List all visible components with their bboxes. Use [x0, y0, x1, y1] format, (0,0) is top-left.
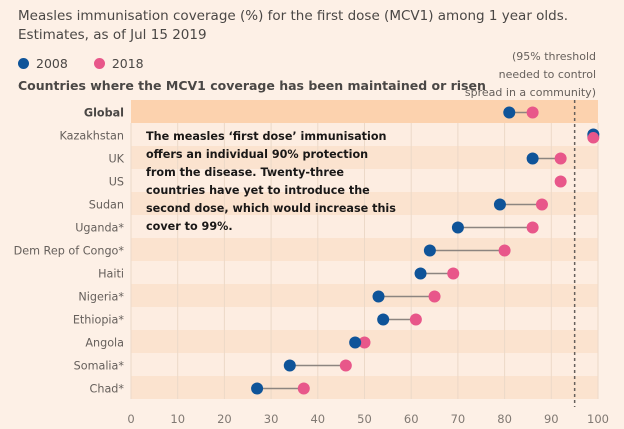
point-2018 [428, 290, 441, 303]
threshold-note-line: (95% threshold [511, 50, 596, 63]
x-tick-label: 100 [587, 412, 609, 426]
x-tick-label: 20 [217, 412, 232, 426]
legend-label-2018: 2018 [111, 56, 144, 71]
x-tick-label: 80 [497, 412, 512, 426]
legend: 2008 2018 [18, 56, 144, 71]
point-2018 [358, 336, 371, 349]
x-tick-label: 30 [264, 412, 279, 426]
title-line-1: Measles immunisation coverage (%) for th… [18, 8, 569, 24]
y-category-label: Ethiopia* [73, 314, 125, 327]
x-tick-label: 10 [170, 412, 185, 426]
point-2008 [251, 382, 264, 395]
point-2018 [554, 175, 567, 188]
x-tick-label: 90 [544, 412, 559, 426]
point-2008 [526, 152, 539, 165]
x-tick-label: 0 [127, 412, 134, 426]
y-category-label: Dem Rep of Congo* [14, 245, 125, 258]
chart-title: Measles immunisation coverage (%) for th… [18, 7, 568, 45]
point-2018 [297, 382, 310, 395]
x-tick-label: 70 [451, 412, 466, 426]
point-2008 [493, 198, 506, 211]
point-2008 [283, 359, 296, 372]
y-category-label: Sudan [89, 199, 124, 212]
y-category-label: Chad* [90, 383, 125, 396]
point-2018 [535, 198, 548, 211]
y-category-label: UK [108, 153, 124, 166]
title-line-2: Estimates, as of Jul 15 2019 [18, 27, 207, 43]
y-category-label: Somalia* [74, 360, 125, 373]
point-2008 [414, 267, 427, 280]
y-category-label: Haiti [98, 268, 124, 281]
point-2018 [587, 132, 599, 143]
y-category-label: Uganda* [75, 222, 124, 235]
legend-dot-2018-icon [93, 58, 105, 69]
x-tick-label: 60 [404, 412, 419, 426]
y-category-label: Angola [85, 337, 124, 350]
chart-subhead: Countries where the MCV1 coverage has be… [18, 78, 486, 93]
point-2018 [526, 221, 539, 234]
point-2008 [503, 106, 516, 119]
y-category-label: Global [84, 107, 124, 120]
point-2008 [349, 336, 362, 349]
point-2008 [372, 290, 385, 303]
point-2018 [526, 106, 539, 119]
point-2018 [339, 359, 352, 372]
y-category-label: Nigeria* [78, 291, 124, 304]
point-2018 [447, 267, 460, 280]
legend-dot-2008-icon [18, 58, 29, 69]
y-category-label: Kazakhstan [60, 130, 124, 143]
legend-item-2018: 2018 [93, 56, 144, 71]
annotation-text: The measles ‘first dose’ immunisation of… [146, 130, 396, 233]
x-tick-label: 50 [357, 412, 372, 426]
row-band [131, 100, 598, 123]
threshold-note: (95% threshold needed to control spread … [465, 48, 596, 102]
point-2008 [423, 244, 436, 257]
point-2018 [554, 152, 567, 165]
point-2008 [377, 313, 390, 326]
legend-item-2008: 2008 [18, 56, 68, 71]
y-category-label: US [109, 176, 124, 189]
legend-label-2008: 2008 [36, 56, 68, 71]
point-2008 [451, 221, 464, 234]
x-tick-label: 40 [310, 412, 325, 426]
threshold-note-line: spread in a community) [464, 86, 596, 99]
point-2018 [409, 313, 422, 326]
threshold-note-line: needed to control [498, 68, 596, 81]
point-2018 [498, 244, 511, 257]
